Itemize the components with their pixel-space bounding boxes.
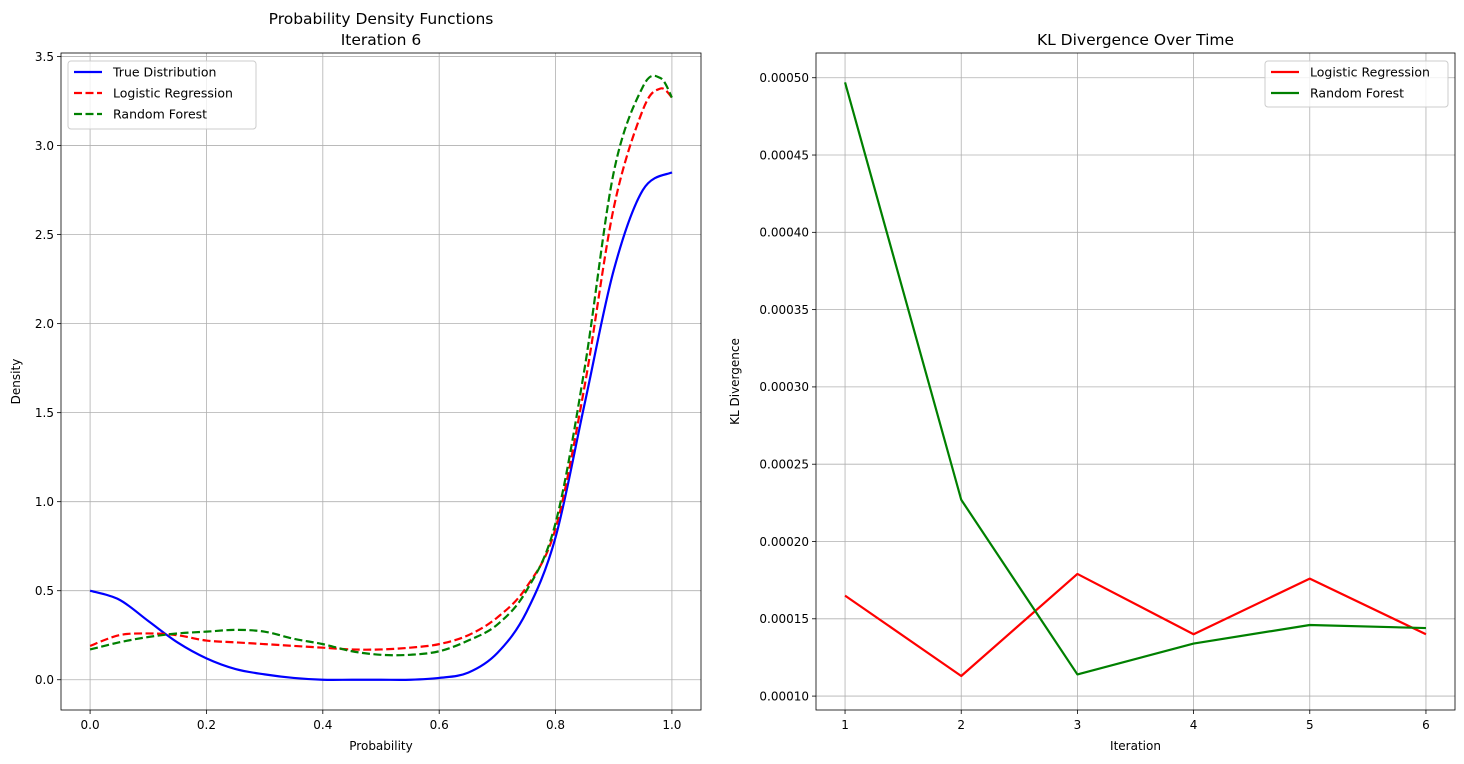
pdf-grid — [61, 53, 701, 710]
kl-x-ticks: 1 2 3 4 5 6 — [841, 710, 1430, 732]
kl-lines — [843, 82, 1427, 678]
pdf-y-axis-label: Density — [9, 359, 23, 405]
pdf-y-tick-label: 2.5 — [35, 228, 54, 242]
pdf-y-tick-label: 0.0 — [35, 673, 54, 687]
kl-y-ticks: 0.00010 0.00015 0.00020 0.00025 0.00030 0.000… — [759, 71, 816, 703]
pdf-x-tick-label: 0.2 — [197, 718, 216, 732]
kl-x-tick-label: 3 — [1074, 718, 1082, 732]
kl-x-tick-label: 6 — [1422, 718, 1430, 732]
pdf-y-tick-label: 1.0 — [35, 495, 54, 509]
kl-legend-label-0: Logistic Regression — [1310, 65, 1430, 80]
kl-y-tick-label: 0.00025 — [759, 458, 809, 472]
pdf-legend: True Distribution Logistic Regression Rand… — [67, 60, 257, 130]
kl-y-tick-label: 0.00040 — [759, 226, 809, 240]
kl-y-tick-label: 0.00015 — [759, 612, 809, 626]
pdf-series-line-2 — [89, 74, 673, 657]
pdf-y-tick-label: 0.5 — [35, 584, 54, 598]
kl-y-tick-label: 0.00050 — [759, 71, 809, 85]
kl-series-line-1 — [843, 82, 1426, 676]
kl-legend-label-1: Random Forest — [1310, 86, 1404, 101]
pdf-legend-label-2: Random Forest — [113, 107, 207, 122]
kl-chart-title: KL Divergence Over Time — [1037, 31, 1234, 49]
pdf-x-tick-label: 1.0 — [662, 718, 681, 732]
kl-y-tick-label: 0.00020 — [759, 535, 809, 549]
pdf-series-line-0 — [89, 171, 673, 681]
pdf-chart-subtitle: Iteration 6 — [341, 31, 422, 49]
pdf-series-line-1 — [89, 87, 673, 651]
pdf-chart-title: Probability Density Functions — [269, 10, 494, 28]
pdf-legend-label-1: Logistic Regression — [113, 86, 233, 101]
kl-legend-box — [1264, 60, 1449, 108]
pdf-chart: 0.0 0.2 0.4 0.6 0.8 1.0 0.0 0.5 1.0 1.5 2.0 2.5 3.0… — [9, 10, 702, 753]
pdf-axes-frame — [60, 52, 702, 711]
kl-x-tick-label: 2 — [957, 718, 965, 732]
pdf-x-tick-label: 0.0 — [81, 718, 100, 732]
pdf-lines — [89, 74, 673, 681]
pdf-x-tick-label: 0.6 — [430, 718, 449, 732]
pdf-x-ticks: 0.0 0.2 0.4 0.6 0.8 1.0 — [81, 710, 681, 732]
pdf-x-tick-label: 0.4 — [313, 718, 332, 732]
kl-axes-frame — [815, 52, 1456, 711]
kl-grid — [816, 53, 1455, 710]
kl-y-tick-label: 0.00010 — [759, 689, 809, 703]
pdf-y-ticks: 0.0 0.5 1.0 1.5 2.0 2.5 3.0 3.5 — [35, 50, 61, 687]
kl-y-tick-label: 0.00045 — [759, 148, 809, 162]
pdf-legend-label-0: True Distribution — [112, 65, 216, 80]
pdf-x-tick-label: 0.8 — [546, 718, 565, 732]
kl-y-axis-label: KL Divergence — [728, 338, 742, 425]
kl-y-tick-label: 0.00030 — [759, 380, 809, 394]
kl-x-tick-label: 1 — [841, 718, 849, 732]
kl-legend: Logistic Regression Random Forest — [1264, 60, 1449, 108]
pdf-y-tick-label: 2.0 — [35, 317, 54, 331]
pdf-y-tick-label: 1.5 — [35, 406, 54, 420]
kl-x-axis-label: Iteration — [1110, 739, 1161, 753]
pdf-x-axis-label: Probability — [349, 739, 412, 753]
pdf-legend-box — [67, 60, 257, 130]
kl-x-tick-label: 4 — [1190, 718, 1198, 732]
pdf-y-tick-label: 3.0 — [35, 139, 54, 153]
kl-y-tick-label: 0.00035 — [759, 303, 809, 317]
pdf-y-tick-label: 3.5 — [35, 50, 54, 64]
kl-series-line-0 — [844, 572, 1427, 678]
kl-x-tick-label: 5 — [1306, 718, 1314, 732]
